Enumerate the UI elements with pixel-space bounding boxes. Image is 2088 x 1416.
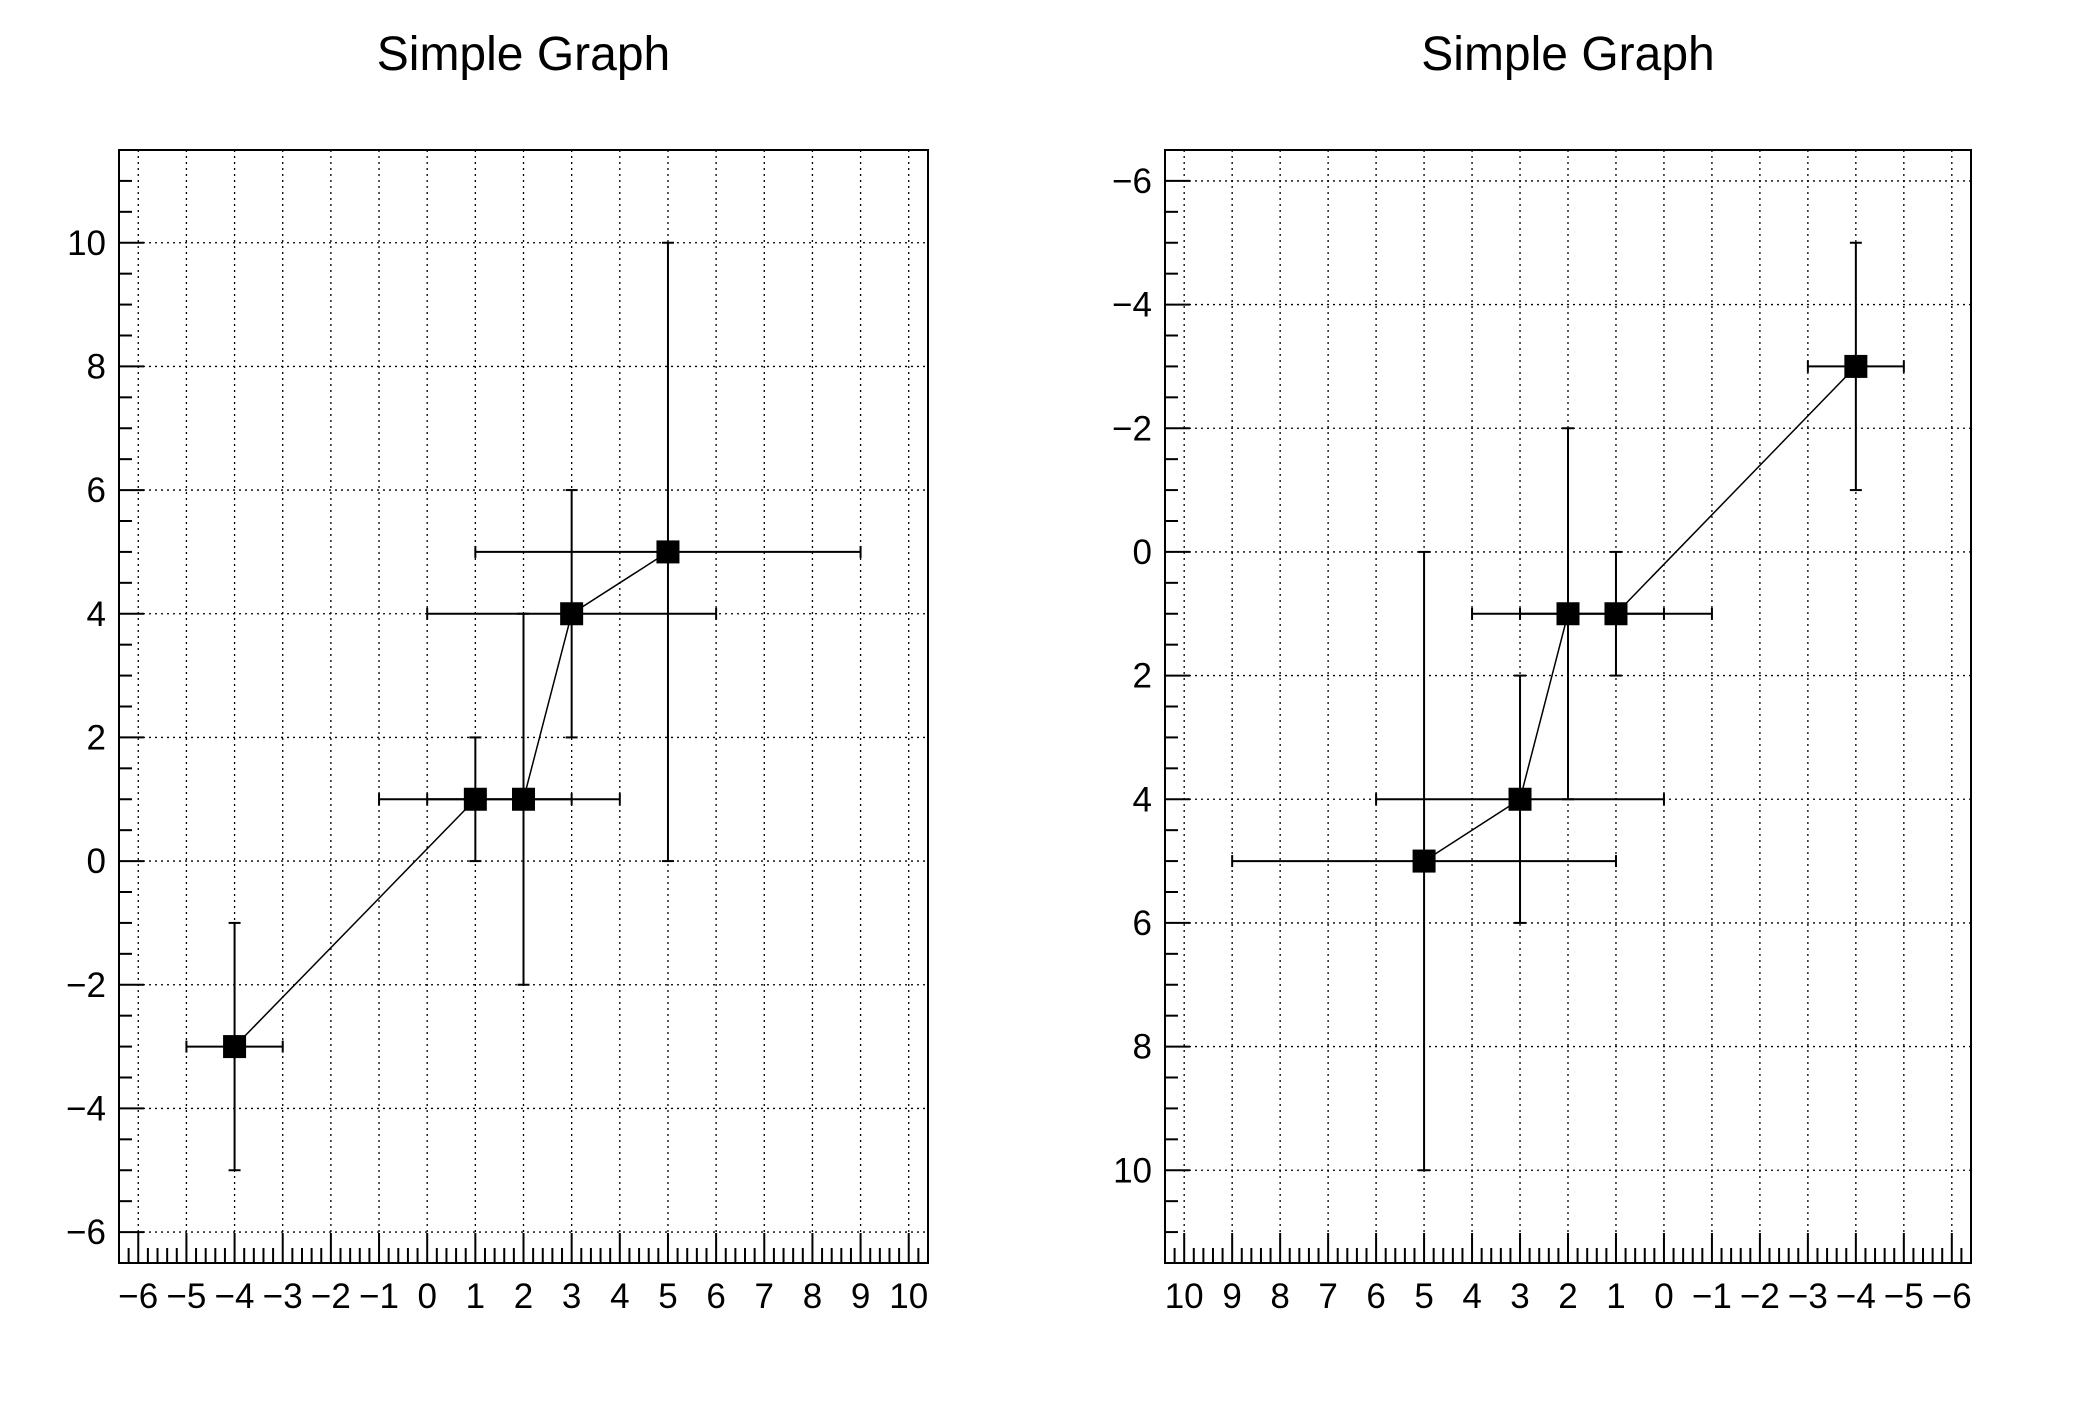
data-marker xyxy=(1412,849,1436,873)
y-tick-label: −4 xyxy=(1112,286,1152,325)
error-bars xyxy=(185,241,862,1172)
y-tick-label: 4 xyxy=(87,595,106,634)
x-tick-label: −5 xyxy=(1884,1277,1924,1316)
y-axis-labels: −6 −4 −2 0 2 4 6 8 10 xyxy=(66,224,106,1252)
x-tick-label: 9 xyxy=(851,1277,870,1316)
x-tick-label: 0 xyxy=(417,1277,436,1316)
x-tick-label: −3 xyxy=(263,1277,303,1316)
y-tick-label: 4 xyxy=(1133,780,1152,819)
data-marker xyxy=(1844,354,1868,378)
data-marker xyxy=(1508,787,1532,811)
x-tick-label: 8 xyxy=(1270,1277,1289,1316)
x-tick-label: −2 xyxy=(1740,1277,1780,1316)
y-tick-label: 6 xyxy=(1133,904,1152,943)
plot-frame xyxy=(1164,149,1972,1264)
x-tick-label: −4 xyxy=(215,1277,255,1316)
y-tick-label: −4 xyxy=(66,1089,106,1128)
x-tick-label: 3 xyxy=(562,1277,581,1316)
data-marker xyxy=(560,602,584,626)
data-marker xyxy=(1556,602,1580,626)
y-tick-label: −2 xyxy=(66,966,106,1005)
x-tick-label: −3 xyxy=(1788,1277,1828,1316)
y-tick-label: 6 xyxy=(87,471,106,510)
x-tick-label: 0 xyxy=(1654,1277,1673,1316)
x-axis-labels: 10 9 8 7 6 5 4 3 2 1 0 −1 −2 −3 −4 −5 −6 xyxy=(1165,1277,1972,1316)
y-tick-label: −6 xyxy=(1112,162,1152,201)
x-tick-label: −6 xyxy=(1932,1277,1972,1316)
x-tick-label: −1 xyxy=(359,1277,399,1316)
x-tick-label: 2 xyxy=(514,1277,533,1316)
data-marker xyxy=(512,787,535,811)
x-tick-label: 10 xyxy=(1165,1277,1204,1316)
x-tick-label: 1 xyxy=(466,1277,485,1316)
x-tick-label: 4 xyxy=(610,1277,629,1316)
y-tick-label: 8 xyxy=(1133,1028,1152,1067)
x-tick-label: −1 xyxy=(1692,1277,1732,1316)
data-marker xyxy=(1604,602,1628,626)
y-tick-label: 2 xyxy=(1133,657,1152,696)
x-tick-label: 7 xyxy=(755,1277,774,1316)
x-tick-label: 4 xyxy=(1462,1277,1481,1316)
y-tick-label: −2 xyxy=(1112,409,1152,448)
x-axis-labels: −6 −5 −4 −3 −2 −1 0 1 2 3 4 5 6 7 8 9 10 xyxy=(118,1277,928,1316)
axis-ticks xyxy=(1164,149,1972,1264)
x-tick-label: −5 xyxy=(166,1277,206,1316)
y-tick-label: −6 xyxy=(66,1213,106,1252)
x-tick-label: −4 xyxy=(1836,1277,1876,1316)
error-bars xyxy=(1231,241,1905,1172)
x-tick-label: 6 xyxy=(1366,1277,1385,1316)
y-tick-label: 0 xyxy=(87,842,106,881)
x-tick-label: 9 xyxy=(1222,1277,1241,1316)
data-markers xyxy=(223,540,680,1059)
y-tick-label: 0 xyxy=(1133,533,1152,572)
x-tick-label: 8 xyxy=(803,1277,822,1316)
data-marker xyxy=(656,540,680,564)
x-tick-label: 3 xyxy=(1510,1277,1529,1316)
data-markers xyxy=(1412,354,1868,873)
plot-title-left: Simple Graph xyxy=(376,28,671,81)
x-tick-label: −6 xyxy=(118,1277,158,1316)
x-tick-label: 10 xyxy=(889,1277,928,1316)
y-tick-label: 10 xyxy=(1113,1151,1152,1190)
x-tick-label: −2 xyxy=(311,1277,351,1316)
data-marker xyxy=(463,787,487,811)
x-tick-label: 6 xyxy=(706,1277,725,1316)
plot-frame xyxy=(118,149,929,1264)
x-tick-label: 5 xyxy=(658,1277,677,1316)
y-tick-label: 2 xyxy=(87,718,106,757)
y-tick-label: 8 xyxy=(87,347,106,386)
x-tick-label: 1 xyxy=(1606,1277,1625,1316)
y-axis-labels: −6 −4 −2 0 2 4 6 8 10 xyxy=(1112,162,1152,1190)
plot-title-right: Simple Graph xyxy=(1421,28,1715,81)
x-tick-label: 5 xyxy=(1414,1277,1433,1316)
y-tick-label: 10 xyxy=(67,224,106,263)
data-marker xyxy=(223,1035,247,1059)
x-tick-label: 2 xyxy=(1558,1277,1577,1316)
axis-ticks xyxy=(118,149,929,1264)
x-tick-label: 7 xyxy=(1318,1277,1337,1316)
